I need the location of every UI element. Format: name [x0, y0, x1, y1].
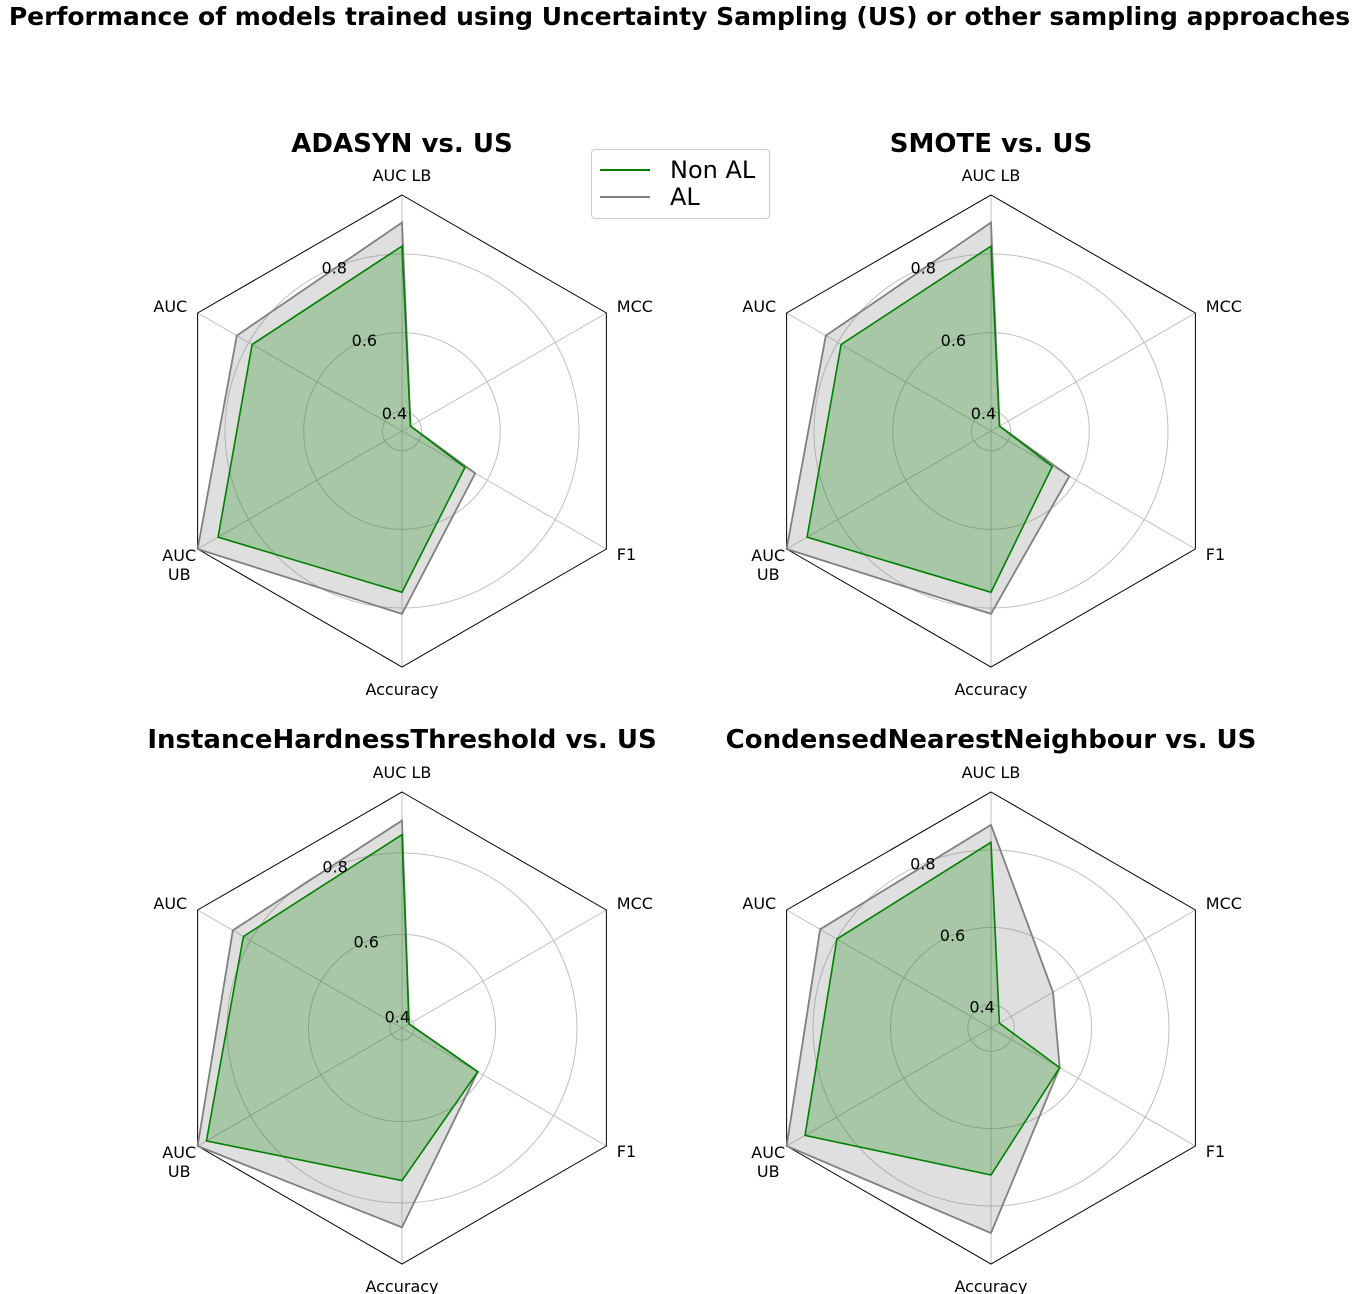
grid-spoke	[197, 312, 403, 432]
figure-title: Performance of models trained using Unce…	[8, 2, 1351, 31]
series-non-al	[806, 244, 1054, 594]
axis-label-auc-lb: AUC LB	[373, 763, 432, 782]
grid-spoke	[401, 1027, 607, 1147]
grid-spoke	[990, 909, 1196, 1029]
ring-tick-label: 0.8	[910, 855, 935, 874]
grid-spoke	[401, 312, 607, 432]
axis-label-mcc: MCC	[1206, 894, 1242, 913]
ring-tick-label: 0.6	[941, 331, 966, 350]
legend-item-al: AL	[600, 183, 700, 211]
axis-label-auc: AUC	[742, 894, 776, 913]
grid-spoke	[990, 430, 1196, 550]
axis-label-f1: F1	[617, 545, 636, 564]
radar-frame	[786, 791, 1196, 1265]
grid-spoke	[786, 430, 992, 550]
ring-tick-label: 0.8	[322, 857, 347, 876]
grid-spoke	[990, 312, 1196, 432]
grid-spoke	[197, 1027, 403, 1147]
ring-tick-label: 0.6	[353, 933, 378, 952]
axis-label-accuracy: Accuracy	[365, 680, 438, 699]
radar-frame	[197, 194, 607, 668]
series-non-al	[804, 840, 1061, 1176]
panel-title: InstanceHardnessThreshold vs. US	[147, 725, 656, 755]
axis-label-auc: AUC	[153, 297, 187, 316]
radar-panel-2: SMOTE vs. US 0.4 0.6 0.8 AUC LB MCC F1 Accuracy…	[742, 129, 1242, 699]
grid-spoke	[401, 909, 607, 1029]
radar-panel-4: CondensedNearestNeighbour vs. US 0.4 0.6 0.…	[726, 725, 1257, 1294]
axis-label-auc: AUC	[153, 894, 187, 913]
grid-spoke	[401, 430, 607, 550]
ring-tick-label: 0.8	[322, 258, 347, 277]
axis-label-auc-ub: AUC UB	[162, 1143, 196, 1181]
axis-label-f1: F1	[1206, 1142, 1225, 1161]
ring-tick-label: 0.6	[352, 331, 377, 350]
axis-label-auc: AUC	[742, 297, 776, 316]
panel-title: ADASYN vs. US	[291, 129, 512, 159]
axis-label-auc-ub: AUC UB	[162, 546, 196, 584]
axis-label-mcc: MCC	[617, 894, 653, 913]
ring-tick-label: 0.4	[969, 998, 994, 1017]
grid-spoke	[197, 430, 403, 550]
legend-item-non-al: Non AL	[600, 156, 756, 184]
ring-tick-label: 0.4	[385, 1008, 410, 1027]
axis-label-auc-ub: AUC UB	[751, 1143, 785, 1181]
grid-spoke	[990, 1027, 1196, 1147]
legend-swatch-al	[600, 196, 650, 198]
axis-label-auc-ub: AUC UB	[751, 546, 785, 584]
panel-title: SMOTE vs. US	[890, 129, 1092, 159]
ring-tick-label: 0.4	[971, 404, 996, 423]
legend-label-al: AL	[670, 183, 700, 211]
axis-label-auc-lb: AUC LB	[962, 763, 1021, 782]
series-non-al	[205, 833, 479, 1182]
radar-panel-3: InstanceHardnessThreshold vs. US 0.4 0.6 0.…	[147, 725, 656, 1294]
legend-label-non-al: Non AL	[670, 156, 756, 184]
ring-tick-label: 0.4	[382, 404, 407, 423]
radar-frame	[197, 791, 607, 1265]
grid-spoke	[786, 1027, 992, 1147]
axis-label-mcc: MCC	[617, 297, 653, 316]
axis-label-accuracy: Accuracy	[954, 1277, 1027, 1294]
axis-label-accuracy: Accuracy	[365, 1277, 438, 1294]
series-non-al	[217, 244, 467, 594]
grid-spoke	[786, 312, 992, 432]
ring-tick-label: 0.8	[911, 258, 936, 277]
axis-label-f1: F1	[617, 1142, 636, 1161]
axis-label-f1: F1	[1206, 545, 1225, 564]
axis-label-accuracy: Accuracy	[954, 680, 1027, 699]
radar-frame	[786, 194, 1196, 668]
axis-label-auc-lb: AUC LB	[373, 166, 432, 185]
axis-label-auc-lb: AUC LB	[962, 166, 1021, 185]
grid-spoke	[197, 909, 403, 1029]
legend-swatch-non-al	[600, 169, 650, 171]
panel-title: CondensedNearestNeighbour vs. US	[726, 725, 1257, 755]
radar-panel-1: ADASYN vs. US 0.4 0.6 0.8 AUC LB MCC F1 Accurac…	[153, 129, 653, 699]
ring-tick-label: 0.6	[940, 926, 965, 945]
axis-label-mcc: MCC	[1206, 297, 1242, 316]
legend: Non AL AL	[591, 149, 770, 219]
